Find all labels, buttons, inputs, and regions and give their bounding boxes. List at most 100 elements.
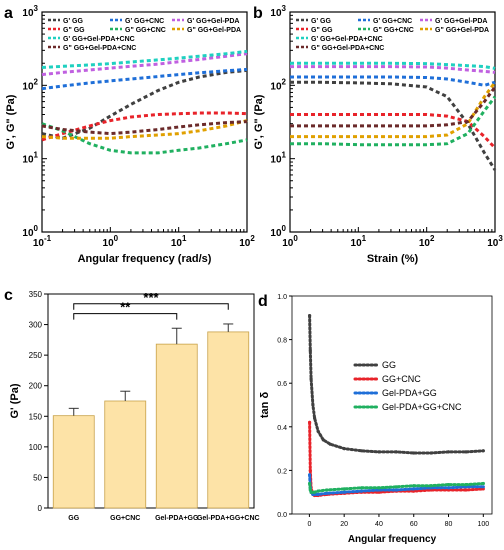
series-line <box>41 68 248 140</box>
series-trail <box>308 314 485 455</box>
x-tick-label: 101 <box>351 234 367 249</box>
legend-entry: G' GG <box>311 18 331 25</box>
legend-entry: G" GG <box>311 27 333 34</box>
y-tick-label: 350 <box>29 290 43 299</box>
y-tick-label: 200 <box>29 382 43 391</box>
legend-entry: G' GG+Gel-PDA+CNC <box>63 36 135 43</box>
bar <box>104 400 147 509</box>
significance-label: *** <box>143 290 159 305</box>
y-tick-label: 250 <box>29 351 43 360</box>
series-line <box>290 86 497 128</box>
series-line <box>41 120 248 136</box>
series-line <box>290 61 496 70</box>
series-line <box>41 52 248 77</box>
legend-entry: Gel-PDA+GG <box>382 388 437 398</box>
legend-entry: G" GG+Gel-PDA+CNC <box>63 45 136 52</box>
legend-entry: G' GG <box>63 18 83 25</box>
x-tick-label: 102 <box>419 234 435 249</box>
y-tick-label: 101 <box>270 151 286 166</box>
series-line <box>41 111 248 142</box>
x-tick-label: 10-1 <box>33 234 52 249</box>
plot-frame <box>291 295 493 515</box>
x-axis-label: Strain (%) <box>367 253 419 265</box>
legend-entry: G' GG+CNC <box>125 18 164 25</box>
category-label: Gel-PDA+GG <box>155 515 199 522</box>
x-tick-label: 102 <box>239 234 255 249</box>
y-tick-label: 100 <box>22 224 38 239</box>
series-line <box>290 95 497 147</box>
x-tick-label: 20 <box>340 521 348 528</box>
y-axis-label: G' (Pa) <box>9 383 21 418</box>
x-tick-label: 100 <box>282 234 298 249</box>
significance-label: ** <box>120 300 131 315</box>
category-label: GG+CNC <box>110 515 140 522</box>
x-tick-label: 40 <box>375 521 383 528</box>
panel-c <box>44 293 255 509</box>
legend-entry: G' GG+CNC <box>373 18 412 25</box>
x-tick-label: 100 <box>103 234 119 249</box>
legend-entry: G" GG <box>63 27 85 34</box>
y-tick-label: 100 <box>29 443 43 452</box>
bar <box>155 343 198 509</box>
series-line <box>290 113 497 150</box>
series-line <box>41 49 248 69</box>
y-axis-label: G', G" (Pa) <box>5 94 17 149</box>
plot-frame <box>47 293 255 509</box>
y-tick-label: 0.0 <box>277 512 287 519</box>
y-tick-label: 100 <box>270 224 286 239</box>
legend-entry: G" GG+Gel-PDA+CNC <box>311 45 384 52</box>
series-line <box>290 81 497 139</box>
x-tick-label: 100 <box>477 521 489 528</box>
legend-entry: Gel-PDA+GG+CNC <box>382 402 462 412</box>
legend-entry: GG <box>382 360 396 370</box>
significance-bracket <box>73 303 229 310</box>
bar <box>207 331 250 509</box>
legend-entry: G' GG+Gel-PDA <box>187 18 239 25</box>
legend-entry: G" GG+Gel-PDA <box>435 27 489 34</box>
panel-label: b <box>253 5 263 22</box>
y-tick-label: 0.4 <box>277 425 287 432</box>
category-label: Gel-PDA+GG+CNC <box>197 515 260 522</box>
bar <box>52 415 95 509</box>
x-tick-label: 103 <box>487 234 503 249</box>
y-axis-label: G', G" (Pa) <box>253 94 265 149</box>
panel-label: d <box>258 293 268 310</box>
x-tick-label: 60 <box>410 521 418 528</box>
y-tick-label: 102 <box>22 77 38 92</box>
panel-label: a <box>4 5 13 22</box>
y-axis-label: tan δ <box>259 392 271 419</box>
series-trail <box>308 482 485 494</box>
category-label: GG <box>68 515 79 522</box>
panel-label: c <box>4 287 13 304</box>
y-tick-label: 0 <box>38 504 43 513</box>
legend-entry: G' GG+Gel-PDA+CNC <box>311 36 383 43</box>
legend-entry: G" GG+Gel-PDA <box>187 27 241 34</box>
y-tick-label: 50 <box>33 473 42 482</box>
legend-entry: G' GG+Gel-PDA <box>435 18 487 25</box>
series-line <box>41 67 248 91</box>
panel-d <box>289 295 493 517</box>
legend-entry: G" GG+CNC <box>125 27 166 34</box>
series-line <box>290 80 497 171</box>
y-tick-label: 103 <box>22 4 38 19</box>
plot-frame <box>289 11 496 233</box>
y-tick-label: 0.8 <box>277 338 287 345</box>
x-axis-label: Angular frequency (rad/s) <box>78 253 212 265</box>
legend-entry: G" GG+CNC <box>373 27 414 34</box>
legend-entry: GG+CNC <box>382 374 421 384</box>
significance-bracket <box>73 313 178 320</box>
series-line <box>41 119 248 140</box>
x-tick-label: 0 <box>307 521 311 528</box>
y-tick-label: 101 <box>22 151 38 166</box>
x-axis-label: Angular frequency <box>348 534 437 545</box>
panel-a <box>41 11 248 233</box>
series-line <box>290 65 496 74</box>
y-tick-label: 150 <box>29 412 43 421</box>
x-tick-label: 101 <box>171 234 187 249</box>
y-tick-label: 102 <box>270 77 286 92</box>
y-tick-label: 1.0 <box>277 294 287 301</box>
x-tick-label: 80 <box>445 521 453 528</box>
y-tick-label: 103 <box>270 4 286 19</box>
panel-b <box>289 11 497 233</box>
